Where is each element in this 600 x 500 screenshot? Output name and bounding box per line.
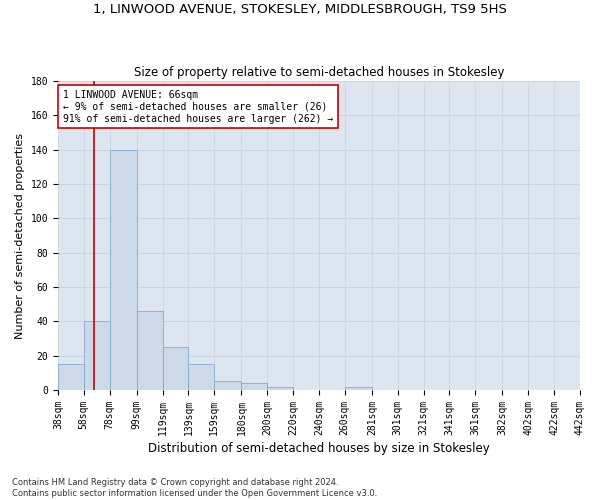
- Bar: [241, 383, 267, 390]
- Title: Size of property relative to semi-detached houses in Stokesley: Size of property relative to semi-detach…: [134, 66, 504, 78]
- Bar: [84, 322, 110, 390]
- Bar: [58, 364, 84, 390]
- Text: 1 LINWOOD AVENUE: 66sqm
← 9% of semi-detached houses are smaller (26)
91% of sem: 1 LINWOOD AVENUE: 66sqm ← 9% of semi-det…: [63, 90, 334, 124]
- Bar: [163, 347, 188, 390]
- Bar: [345, 386, 372, 390]
- X-axis label: Distribution of semi-detached houses by size in Stokesley: Distribution of semi-detached houses by …: [148, 442, 490, 455]
- Y-axis label: Number of semi-detached properties: Number of semi-detached properties: [15, 132, 25, 338]
- Bar: [214, 382, 241, 390]
- Bar: [267, 386, 293, 390]
- Bar: [110, 150, 137, 390]
- Text: Contains HM Land Registry data © Crown copyright and database right 2024.
Contai: Contains HM Land Registry data © Crown c…: [12, 478, 377, 498]
- Bar: [188, 364, 214, 390]
- Bar: [137, 311, 163, 390]
- Text: 1, LINWOOD AVENUE, STOKESLEY, MIDDLESBROUGH, TS9 5HS: 1, LINWOOD AVENUE, STOKESLEY, MIDDLESBRO…: [93, 2, 507, 16]
